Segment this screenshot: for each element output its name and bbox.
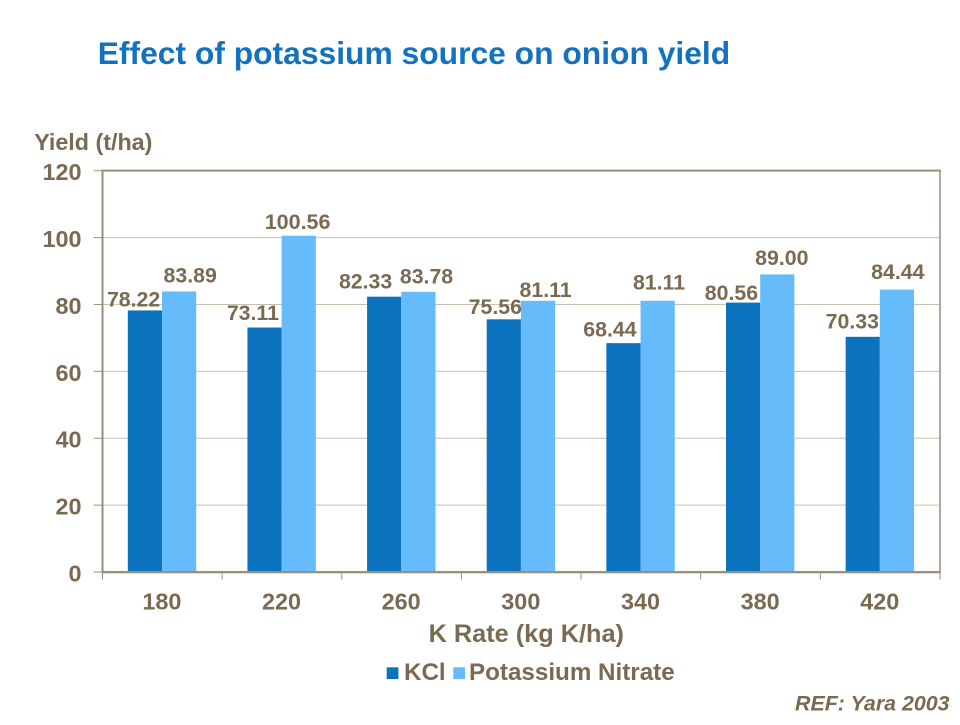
svg-text:100: 100 bbox=[42, 226, 81, 252]
svg-text:Potassium Nitrate: Potassium Nitrate bbox=[469, 659, 675, 686]
svg-text:KCl: KCl bbox=[404, 659, 446, 686]
svg-text:420: 420 bbox=[860, 588, 899, 614]
svg-text:80: 80 bbox=[55, 293, 81, 319]
svg-text:83.78: 83.78 bbox=[400, 264, 453, 288]
svg-text:300: 300 bbox=[501, 588, 540, 614]
svg-text:81.11: 81.11 bbox=[633, 271, 685, 295]
svg-text:75.56: 75.56 bbox=[469, 295, 522, 319]
svg-text:89.00: 89.00 bbox=[755, 246, 808, 270]
svg-text:260: 260 bbox=[382, 588, 421, 614]
svg-text:K Rate (kg K/ha): K Rate (kg K/ha) bbox=[429, 620, 624, 648]
svg-text:80.56: 80.56 bbox=[705, 281, 758, 305]
svg-text:Yield (t/ha): Yield (t/ha) bbox=[34, 129, 152, 155]
svg-text:73.11: 73.11 bbox=[227, 301, 279, 325]
svg-text:81.11: 81.11 bbox=[520, 278, 572, 302]
svg-text:100.56: 100.56 bbox=[265, 210, 331, 234]
svg-text:180: 180 bbox=[142, 588, 181, 614]
svg-text:68.44: 68.44 bbox=[583, 317, 636, 341]
svg-text:Effect of potassium source on: Effect of potassium source on onion yiel… bbox=[98, 35, 730, 71]
svg-text:84.44: 84.44 bbox=[871, 260, 924, 284]
svg-text:220: 220 bbox=[262, 588, 301, 614]
svg-text:70.33: 70.33 bbox=[826, 310, 879, 334]
svg-text:0: 0 bbox=[68, 560, 81, 586]
svg-text:82.33: 82.33 bbox=[339, 270, 392, 294]
svg-text:20: 20 bbox=[55, 494, 81, 520]
svg-text:120: 120 bbox=[42, 159, 81, 185]
svg-text:REF: Yara 2003: REF: Yara 2003 bbox=[795, 691, 950, 715]
svg-text:340: 340 bbox=[621, 588, 660, 614]
svg-text:78.22: 78.22 bbox=[107, 287, 160, 311]
svg-text:60: 60 bbox=[55, 360, 81, 386]
svg-text:40: 40 bbox=[55, 427, 81, 453]
svg-text:83.89: 83.89 bbox=[164, 263, 217, 287]
svg-text:380: 380 bbox=[741, 588, 780, 614]
